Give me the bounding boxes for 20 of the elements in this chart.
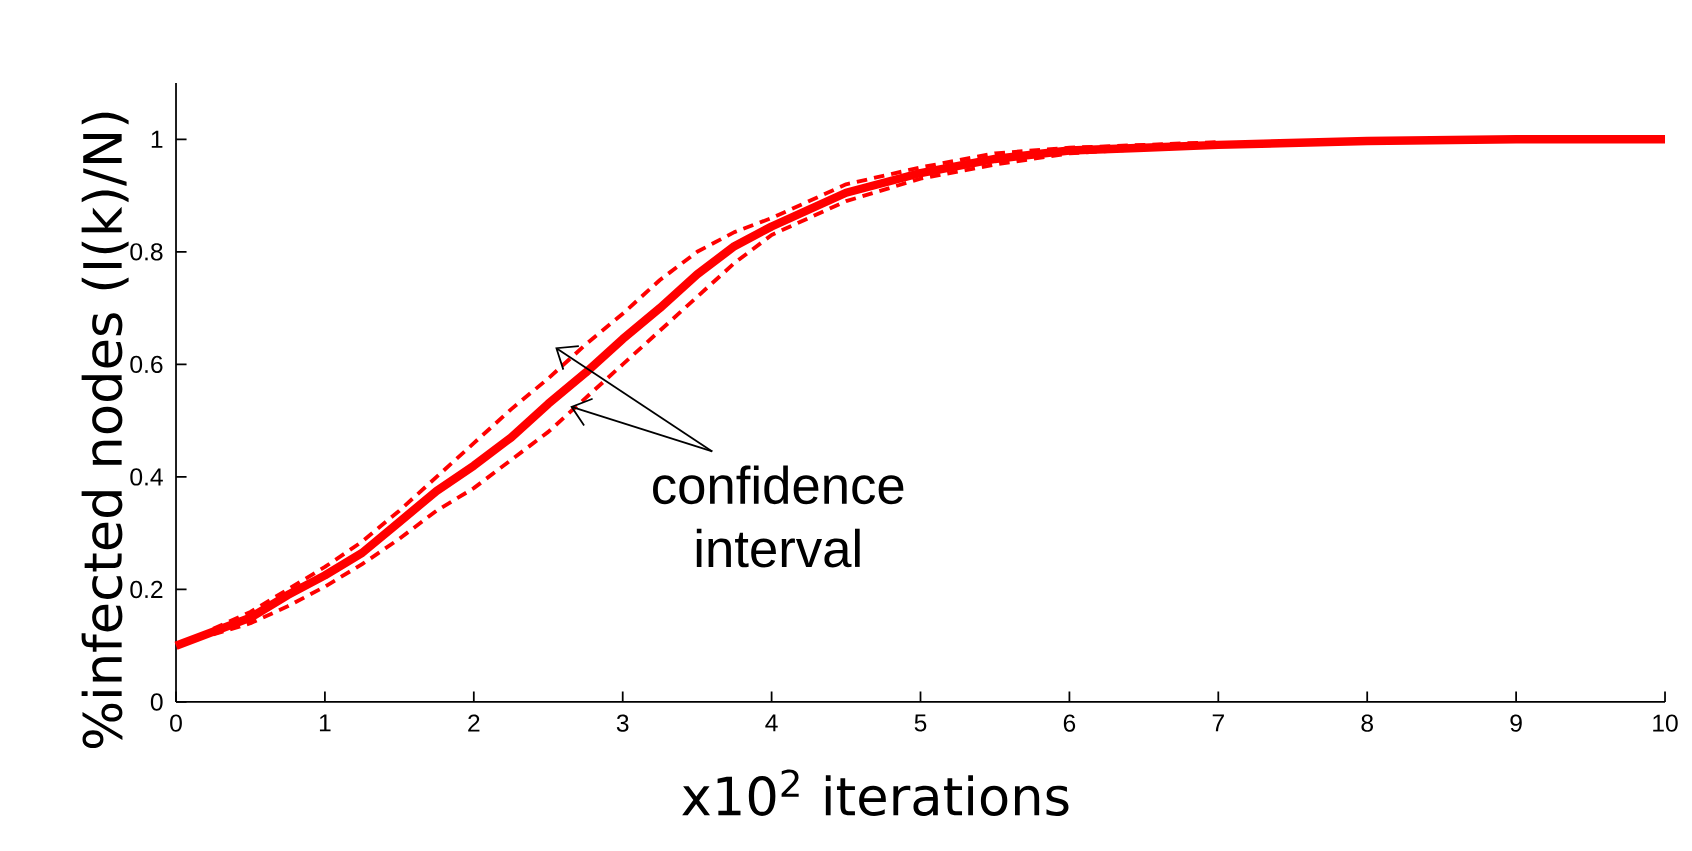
x-axis-title: x10$^{2}$ iterations xyxy=(682,769,1069,816)
y-axis-title: %infected nodes (I(k)/N) xyxy=(81,112,129,749)
y-tick-label: 0.2 xyxy=(130,580,163,599)
y-tick-label: 0.4 xyxy=(130,468,163,486)
x-tick-label: 7 xyxy=(1212,714,1224,732)
y-tick-label: 1 xyxy=(151,130,163,148)
y-tick-label: 0.8 xyxy=(130,243,163,261)
y-tick-label: 0.6 xyxy=(130,355,163,374)
x-tick-label: 6 xyxy=(1063,714,1076,732)
x-tick-label: 8 xyxy=(1361,714,1373,732)
x-tick-label: 9 xyxy=(1510,714,1522,732)
x-tick-label: 10 xyxy=(1653,714,1678,732)
x-tick-label: 0 xyxy=(170,714,182,732)
x-tick-label: 3 xyxy=(616,714,629,732)
x-tick-label: 2 xyxy=(468,714,480,732)
x-tick-label: 5 xyxy=(914,714,927,732)
y-tick-label: 0 xyxy=(150,693,163,711)
x-tick-label: 1 xyxy=(319,714,331,732)
x-tick-label: 4 xyxy=(765,714,778,732)
annotation: confidence interval xyxy=(653,465,904,568)
